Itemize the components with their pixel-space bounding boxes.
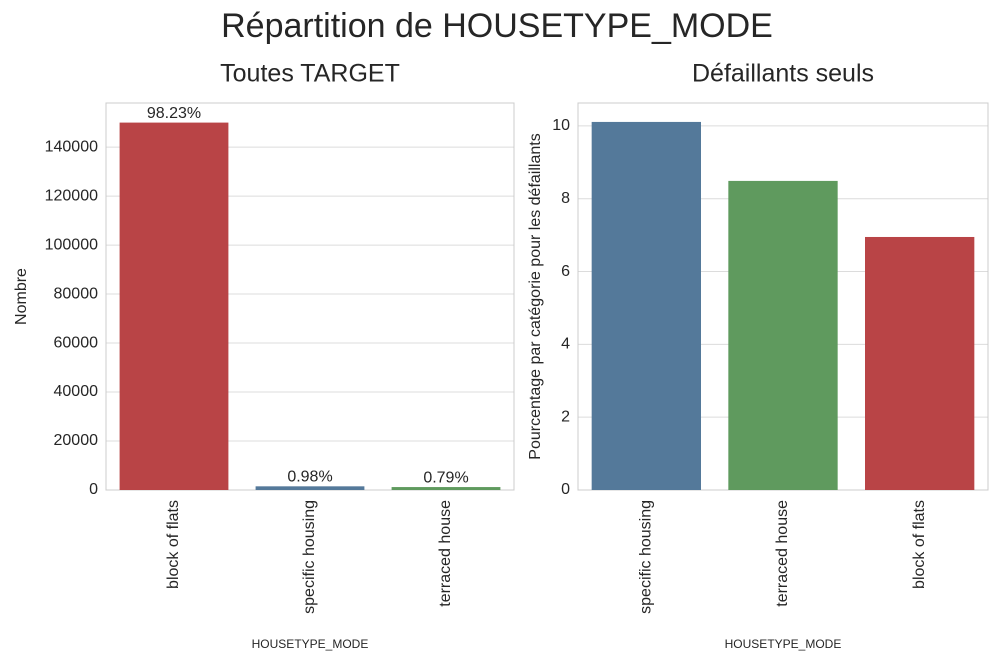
chart-title: Toutes TARGET (220, 60, 400, 88)
y-tick-label: 8 (561, 190, 570, 207)
x-tick-label: specific housing (301, 500, 318, 614)
bar-annotation: 0.98% (287, 469, 332, 486)
y-tick-label: 100000 (45, 236, 98, 253)
chart-title: Défaillants seuls (692, 60, 874, 88)
y-tick-label: 2 (561, 408, 570, 425)
y-tick-label: 6 (561, 263, 570, 280)
y-tick-label: 40000 (54, 383, 99, 400)
y-tick-label: 120000 (45, 187, 98, 204)
x-tick-label: terraced house (437, 500, 454, 607)
bar-annotation: 0.79% (423, 469, 468, 486)
figure-title: Répartition de HOUSETYPE_MODE (221, 7, 773, 45)
bar (255, 486, 365, 490)
x-axis-label: HOUSETYPE_MODE (252, 637, 369, 651)
x-tick-label: block of flats (911, 500, 928, 589)
y-axis-label: Nombre (13, 268, 30, 325)
y-tick-label: 10 (552, 117, 570, 134)
bar (728, 180, 838, 491)
x-tick-label: block of flats (165, 500, 182, 589)
x-tick-label: specific housing (638, 500, 655, 614)
y-tick-label: 4 (561, 336, 570, 353)
bar-annotation: 98.23% (147, 105, 201, 122)
y-tick-label: 20000 (54, 432, 99, 449)
y-tick-label: 0 (89, 481, 98, 498)
y-tick-label: 80000 (54, 285, 99, 302)
y-tick-label: 0 (561, 481, 570, 498)
bar (119, 122, 229, 490)
y-tick-label: 60000 (54, 334, 99, 351)
bar (591, 121, 701, 490)
x-tick-label: terraced house (774, 500, 791, 607)
y-axis-label: Pourcentage par catégorie pour les défai… (527, 133, 544, 459)
bar (865, 236, 975, 490)
y-tick-label: 140000 (45, 138, 98, 155)
x-axis-label: HOUSETYPE_MODE (725, 637, 842, 651)
bar (391, 487, 501, 490)
